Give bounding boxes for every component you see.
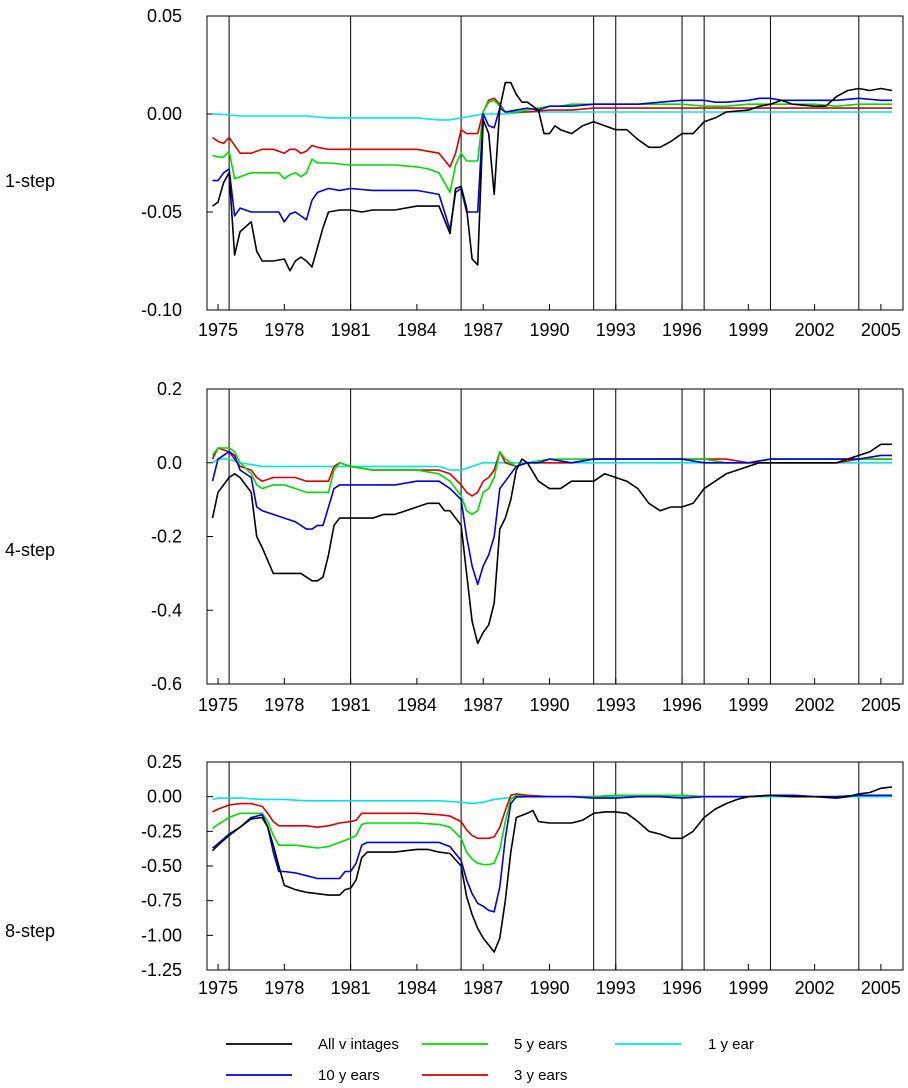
series-line-all-vintages <box>211 443 892 645</box>
x-tick-label: 1999 <box>728 320 768 340</box>
row-label: 1-step <box>5 171 55 191</box>
y-tick-label: -0.25 <box>141 821 182 841</box>
x-tick-label: 1981 <box>331 320 371 340</box>
x-tick-label: 1987 <box>463 695 503 715</box>
legend-item-all-vintages: All v intages <box>226 1036 399 1053</box>
y-tick-label: -0.6 <box>151 674 182 694</box>
series-line-1-year <box>212 111 892 121</box>
y-tick-label: -0.50 <box>141 856 182 876</box>
x-tick-label: 1981 <box>331 695 371 715</box>
series-line-5-years <box>212 794 892 866</box>
y-tick-label: -0.4 <box>151 600 182 620</box>
x-tick-label: 1981 <box>331 978 371 998</box>
y-tick-label: 0.05 <box>147 6 182 26</box>
legend-label: 10 y ears <box>318 1067 380 1084</box>
legend-item-10-years: 10 y ears <box>226 1067 380 1084</box>
y-tick-label: 0.00 <box>147 787 182 807</box>
panel-1-step: -0.10 -0.05 0.00 0.05 1975 1978 1981 1984 1987 19… <box>5 6 904 340</box>
series-line-all-vintages <box>212 81 893 272</box>
y-tick-label: -0.10 <box>141 300 182 320</box>
series-line-1-year <box>212 458 892 471</box>
y-tick-label: 0.2 <box>157 379 182 399</box>
plot-frame <box>206 761 904 971</box>
series-line-10-years <box>212 794 892 913</box>
row-label: 4-step <box>5 540 55 560</box>
x-tick-label: 2002 <box>795 695 835 715</box>
panel-8-step: -1.25 -1.00 -0.75 -0.50 -0.25 0.00 0.25 1975 197… <box>5 752 904 998</box>
y-tick-label: -0.75 <box>141 891 182 911</box>
y-tick-label: -1.25 <box>141 960 182 980</box>
series-line-10-years <box>211 450 892 586</box>
series-line-3-years <box>212 97 892 168</box>
series-line-10-years <box>212 97 892 231</box>
x-tick-label: 1990 <box>529 978 569 998</box>
legend-item-1-year: 1 y ear <box>615 1036 754 1053</box>
x-tick-label: 2002 <box>795 320 835 340</box>
x-tick-label: 2002 <box>795 978 835 998</box>
x-tick-label: 1987 <box>463 978 503 998</box>
x-tick-label: 1999 <box>728 978 768 998</box>
x-tick-label: 1978 <box>264 320 304 340</box>
series-line-3-years <box>211 447 892 497</box>
x-tick-label: 1984 <box>397 978 437 998</box>
x-tick-label: 1984 <box>397 695 437 715</box>
x-tick-label: 1996 <box>662 320 702 340</box>
x-tick-label: 1975 <box>198 320 238 340</box>
x-tick-label: 1990 <box>529 695 569 715</box>
y-tick-label: 0.0 <box>157 453 182 473</box>
panel-4-step: -0.6 -0.4 -0.2 0.0 0.2 1975 1978 1981 1984 1987 19… <box>5 379 904 715</box>
y-tick-label: -0.05 <box>141 202 182 222</box>
y-tick-label: -0.2 <box>151 527 182 547</box>
x-tick-label: 1975 <box>198 695 238 715</box>
x-tick-label: 1978 <box>264 978 304 998</box>
x-tick-label: 1990 <box>529 320 569 340</box>
y-tick-label: -1.00 <box>141 925 182 945</box>
x-tick-label: 2005 <box>861 978 901 998</box>
x-tick-label: 1993 <box>596 978 636 998</box>
legend-item-5-years: 5 y ears <box>422 1036 567 1053</box>
x-tick-label: 1978 <box>264 695 304 715</box>
row-label: 8-step <box>5 921 55 941</box>
legend-item-3-years: 3 y ears <box>422 1067 567 1084</box>
x-tick-label: 2005 <box>861 695 901 715</box>
x-tick-label: 1999 <box>728 695 768 715</box>
series-line-5-years <box>212 99 892 194</box>
x-tick-label: 1975 <box>198 978 238 998</box>
x-tick-label: 1984 <box>397 320 437 340</box>
plot-frame <box>206 15 904 311</box>
x-tick-label: 1996 <box>662 978 702 998</box>
x-tick-label: 1996 <box>662 695 702 715</box>
plot-frame <box>206 388 904 685</box>
legend-label: 3 y ears <box>514 1067 567 1084</box>
series-line-1-year <box>212 795 892 805</box>
x-tick-label: 1987 <box>463 320 503 340</box>
legend-label: 1 y ear <box>708 1036 754 1053</box>
legend-label: 5 y ears <box>514 1036 567 1053</box>
y-tick-label: 0.25 <box>147 752 182 772</box>
x-tick-label: 1993 <box>596 320 636 340</box>
legend-label: All v intages <box>318 1036 399 1053</box>
y-tick-label: 0.00 <box>147 104 182 124</box>
x-tick-label: 1993 <box>596 695 636 715</box>
series-line-all-vintages <box>211 786 893 953</box>
x-tick-label: 2005 <box>861 320 901 340</box>
legend: All v intages 5 y ears 1 y ear 10 y ears 3 y… <box>226 1036 754 1084</box>
